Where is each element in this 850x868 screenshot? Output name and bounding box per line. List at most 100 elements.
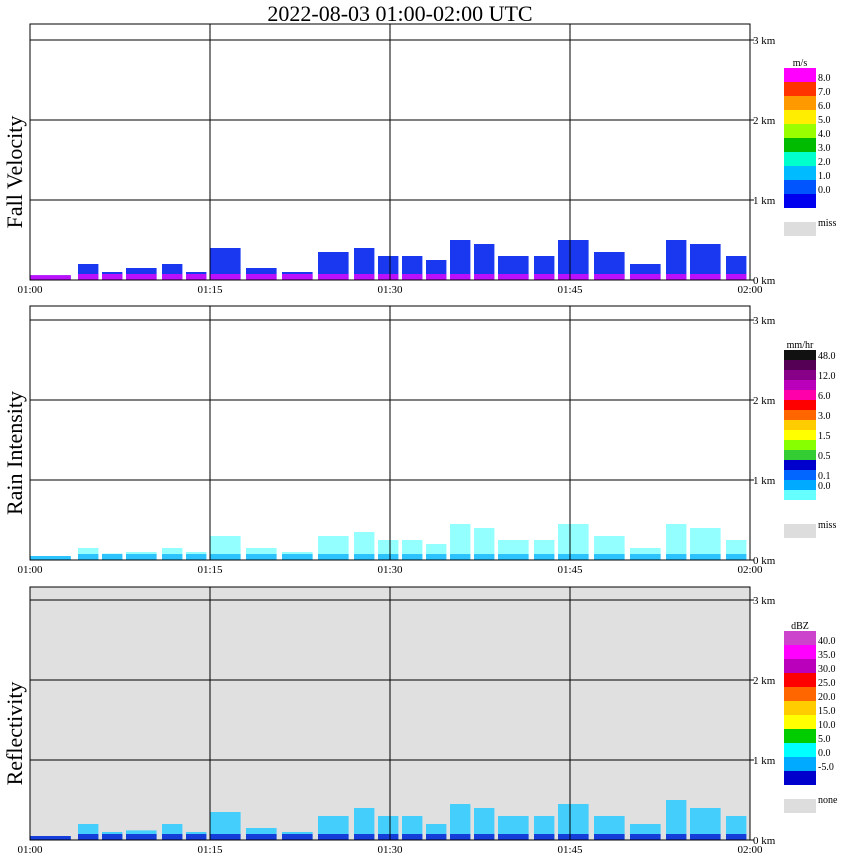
legend-label: 0.1 (818, 471, 831, 482)
legend-swatch (784, 124, 816, 138)
legend-label: -5.0 (818, 762, 834, 773)
height-tick-label: 2 km (753, 395, 776, 407)
legend-label: 6.0 (818, 101, 831, 112)
data-column-base (246, 274, 277, 280)
legend-swatch (784, 470, 816, 480)
data-column-base (474, 554, 495, 560)
legend-swatch (784, 370, 816, 380)
data-column-base (594, 274, 625, 280)
data-column-base (726, 554, 747, 560)
height-tick-label: 3 km (753, 595, 776, 607)
data-column (354, 248, 375, 280)
data-column-base (534, 834, 555, 840)
legend-swatch (784, 96, 816, 110)
legend-swatch (784, 400, 816, 410)
time-tick-label: 01:30 (377, 284, 403, 296)
data-column-base (402, 834, 423, 840)
data-column-base (498, 274, 529, 280)
data-column-base (102, 834, 123, 840)
data-column-base (102, 274, 123, 280)
plot-frame (29, 23, 751, 281)
data-column-base (246, 554, 277, 560)
legend-missing-swatch (784, 799, 816, 813)
data-column-base (726, 274, 747, 280)
data-column-base (78, 554, 99, 560)
legend-label: 30.0 (818, 664, 836, 675)
panel-ylabel: Fall Velocity (2, 116, 27, 229)
data-column-base (354, 834, 375, 840)
data-column (666, 240, 687, 280)
legend-swatch (784, 687, 816, 701)
data-column-base (378, 554, 399, 560)
legend-label: 48.0 (818, 351, 836, 362)
legend-missing-label: miss (818, 218, 836, 229)
legend-label: 12.0 (818, 371, 836, 382)
data-column (474, 528, 495, 560)
data-column-base (282, 274, 313, 280)
panel-1: 0 km 1 km 2 km 3 km 01:00 01:15 01:30 01:45 02:0… (2, 305, 836, 576)
data-column-base (186, 834, 207, 840)
legend-swatch (784, 410, 816, 420)
data-column-base (126, 274, 157, 280)
legend-swatch (784, 360, 816, 370)
legend-label: 40.0 (818, 636, 836, 647)
time-tick-label: 01:45 (557, 844, 583, 856)
legend-swatch (784, 138, 816, 152)
data-column-base (474, 274, 495, 280)
data-column (354, 808, 375, 840)
time-tick-label: 02:00 (737, 284, 763, 296)
data-column-base (534, 274, 555, 280)
height-tick-label: 2 km (753, 675, 776, 687)
data-column-base (630, 554, 661, 560)
data-column-base (282, 554, 313, 560)
data-column-base (30, 556, 71, 560)
data-column (474, 244, 495, 280)
legend-swatch (784, 673, 816, 687)
plot-frame (29, 305, 751, 561)
legend-label: 25.0 (818, 678, 836, 689)
legend-swatch (784, 110, 816, 124)
legend-label: 0.0 (818, 481, 831, 492)
legend-swatch (784, 166, 816, 180)
data-column-base (126, 554, 157, 560)
legend-label: 5.0 (818, 115, 831, 126)
height-tick-label: 3 km (753, 315, 776, 327)
legend-label: 10.0 (818, 720, 836, 731)
data-column-base (450, 274, 471, 280)
legend-swatch (784, 645, 816, 659)
legend-swatch (784, 152, 816, 166)
data-column-base (210, 554, 241, 560)
height-tick-label: 0 km (753, 835, 776, 847)
data-column-base (78, 834, 99, 840)
time-tick-label: 01:15 (197, 564, 223, 576)
data-column-base (690, 834, 721, 840)
data-column-base (318, 274, 349, 280)
data-column-base (162, 554, 183, 560)
legend-label: 0.5 (818, 451, 831, 462)
data-column-base (666, 554, 687, 560)
legend-swatch (784, 460, 816, 470)
panel-ylabel: Reflectivity (2, 682, 27, 786)
data-column-base (162, 834, 183, 840)
time-tick-label: 02:00 (737, 564, 763, 576)
legend-missing-swatch (784, 524, 816, 538)
data-column-base (498, 834, 529, 840)
data-column-base (726, 834, 747, 840)
legend-label: 1.0 (818, 171, 831, 182)
legend-unit: dBZ (791, 621, 809, 632)
time-tick-label: 01:00 (17, 844, 43, 856)
data-column-base (558, 554, 589, 560)
data-column-base (282, 834, 313, 840)
time-tick-label: 01:15 (197, 284, 223, 296)
legend-swatch (784, 500, 816, 510)
data-column-base (30, 275, 71, 280)
legend-swatch (784, 701, 816, 715)
data-column (474, 808, 495, 840)
data-column-base (450, 554, 471, 560)
data-column-base (102, 554, 123, 560)
panel-ylabel: Rain Intensity (2, 391, 27, 515)
legend-label: 15.0 (818, 706, 836, 717)
legend-swatch (784, 771, 816, 785)
height-tick-label: 3 km (753, 35, 776, 47)
legend-swatch (784, 180, 816, 194)
